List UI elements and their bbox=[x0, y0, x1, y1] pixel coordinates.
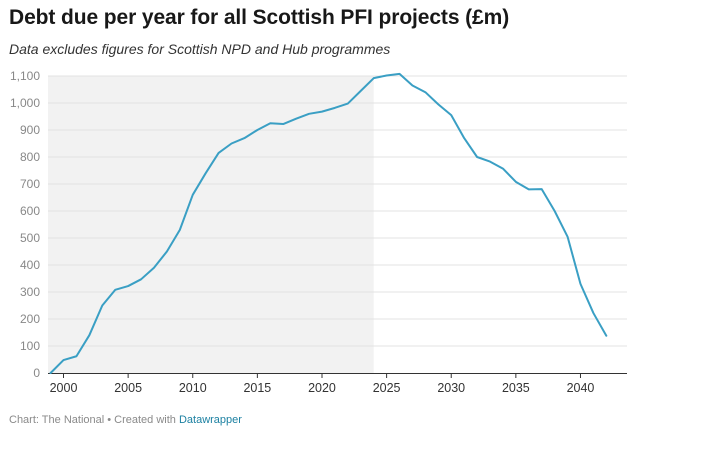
data-point bbox=[153, 267, 155, 269]
data-point bbox=[192, 194, 194, 196]
data-point bbox=[140, 278, 142, 280]
x-tick-label: 2040 bbox=[567, 381, 595, 395]
data-point bbox=[334, 107, 336, 109]
data-point bbox=[88, 334, 90, 336]
data-point bbox=[308, 113, 310, 115]
data-point bbox=[360, 90, 362, 92]
x-tick-label: 2005 bbox=[114, 381, 142, 395]
x-tick-label: 2030 bbox=[437, 381, 465, 395]
x-axis-ticks: 2000 2005 2010 2015 2020 2025 2030 2035 2040 bbox=[48, 373, 627, 395]
data-point bbox=[269, 122, 271, 124]
y-tick-label: 300 bbox=[20, 285, 40, 299]
chart-footer: Chart: The National • Created with Dataw… bbox=[9, 414, 242, 426]
y-tick-label: 800 bbox=[20, 150, 40, 164]
data-point bbox=[127, 285, 129, 287]
x-tick-label: 2020 bbox=[308, 381, 336, 395]
data-point bbox=[541, 188, 543, 190]
data-point bbox=[205, 172, 207, 174]
y-tick-label: 200 bbox=[20, 312, 40, 326]
data-point bbox=[489, 161, 491, 163]
data-point bbox=[411, 84, 413, 86]
series-layer bbox=[49, 72, 608, 374]
data-point bbox=[424, 91, 426, 93]
data-point bbox=[386, 74, 388, 76]
y-axis-ticks: 0 100 200 300 400 500 600 700 800 900 1,000 1,100 bbox=[10, 69, 40, 380]
shaded-region-layer bbox=[48, 76, 374, 373]
datawrapper-link[interactable]: Datawrapper bbox=[178, 414, 242, 426]
chart-title: Debt due per year for all Scottish PFI p… bbox=[9, 6, 510, 29]
data-point bbox=[515, 181, 517, 183]
data-point bbox=[114, 289, 116, 291]
data-point bbox=[554, 210, 556, 212]
data-point bbox=[166, 251, 168, 253]
data-point bbox=[231, 143, 233, 145]
data-point bbox=[101, 305, 103, 307]
data-point bbox=[476, 156, 478, 158]
series-line bbox=[49, 72, 608, 374]
x-tick-label: 2025 bbox=[373, 381, 401, 395]
data-point bbox=[579, 283, 581, 285]
footer-credit: Chart: The National • Created with bbox=[9, 414, 179, 426]
y-tick-label: 600 bbox=[20, 204, 40, 218]
data-point bbox=[450, 114, 452, 116]
y-tick-label: 500 bbox=[20, 231, 40, 245]
y-tick-label: 900 bbox=[20, 123, 40, 137]
y-tick-label: 1,100 bbox=[10, 69, 40, 83]
data-point bbox=[282, 123, 284, 125]
data-point bbox=[321, 111, 323, 113]
x-tick-label: 2010 bbox=[179, 381, 207, 395]
data-point bbox=[218, 152, 220, 154]
chart-subtitle: Data excludes figures for Scottish NPD a… bbox=[9, 41, 391, 57]
data-point bbox=[437, 103, 439, 105]
data-point bbox=[243, 137, 245, 139]
data-point bbox=[528, 188, 530, 190]
y-tick-label: 100 bbox=[20, 339, 40, 353]
data-point bbox=[463, 137, 465, 139]
x-tick-label: 2015 bbox=[243, 381, 271, 395]
x-tick-label: 2000 bbox=[50, 381, 78, 395]
data-point bbox=[63, 359, 65, 361]
data-point bbox=[605, 335, 607, 337]
data-point bbox=[75, 355, 77, 357]
data-point bbox=[50, 372, 52, 374]
data-point bbox=[347, 103, 349, 105]
data-point bbox=[179, 229, 181, 231]
data-point bbox=[592, 312, 594, 314]
data-point bbox=[295, 118, 297, 120]
data-point bbox=[399, 73, 401, 75]
y-tick-label: 700 bbox=[20, 177, 40, 191]
data-point bbox=[502, 168, 504, 170]
x-tick-label: 2035 bbox=[502, 381, 530, 395]
data-point bbox=[373, 77, 375, 79]
shaded-region bbox=[48, 76, 374, 373]
data-point bbox=[256, 129, 258, 131]
y-tick-label: 1,000 bbox=[10, 96, 40, 110]
grid-layer bbox=[48, 75, 627, 347]
data-point bbox=[567, 236, 569, 238]
y-tick-label: 0 bbox=[33, 366, 40, 380]
y-tick-label: 400 bbox=[20, 258, 40, 272]
